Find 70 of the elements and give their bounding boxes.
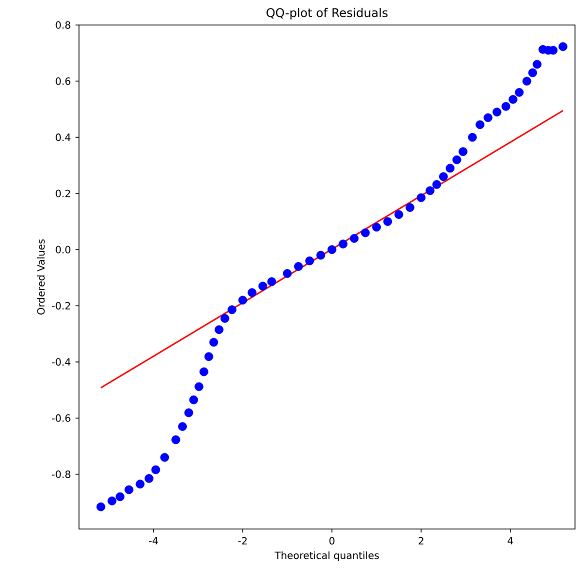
point bbox=[426, 186, 434, 196]
y-tick-label: 0.4 bbox=[56, 134, 70, 142]
point bbox=[305, 256, 314, 266]
point bbox=[484, 113, 492, 122]
point bbox=[439, 172, 448, 182]
point bbox=[372, 222, 381, 232]
y-tick-label: 0.6 bbox=[56, 77, 70, 85]
point bbox=[468, 132, 477, 142]
point bbox=[432, 180, 442, 189]
point bbox=[144, 474, 154, 483]
point bbox=[350, 234, 359, 243]
x-tick-label: 2 bbox=[418, 537, 424, 544]
point bbox=[194, 382, 204, 392]
y-tick-label: -0.6 bbox=[52, 414, 70, 422]
point bbox=[458, 147, 468, 156]
point bbox=[238, 296, 248, 305]
point bbox=[228, 305, 236, 314]
y-tick-label: -0.2 bbox=[52, 302, 70, 310]
point bbox=[248, 288, 256, 297]
point bbox=[204, 352, 214, 361]
point bbox=[416, 193, 426, 202]
point bbox=[558, 42, 568, 52]
point bbox=[383, 217, 392, 226]
point bbox=[160, 453, 170, 462]
point bbox=[282, 269, 292, 278]
point bbox=[522, 76, 532, 86]
point bbox=[116, 492, 124, 502]
y-tick-label: 0.2 bbox=[56, 190, 70, 198]
point bbox=[514, 88, 524, 97]
point bbox=[394, 210, 404, 219]
point bbox=[328, 245, 336, 254]
x-tick-label: 4 bbox=[508, 537, 513, 544]
point bbox=[446, 164, 455, 173]
point bbox=[294, 262, 303, 271]
point bbox=[360, 228, 370, 238]
y-tick-label: -0.8 bbox=[52, 470, 70, 478]
point bbox=[171, 435, 180, 444]
point bbox=[532, 60, 542, 69]
x-axis-title: Theoretical quantiles bbox=[274, 551, 379, 562]
point bbox=[108, 496, 116, 506]
y-tick-label: 0.0 bbox=[56, 246, 70, 254]
point bbox=[492, 108, 502, 116]
point bbox=[151, 465, 160, 474]
point bbox=[184, 408, 194, 418]
point bbox=[316, 250, 326, 260]
point bbox=[508, 95, 518, 104]
point bbox=[96, 502, 106, 512]
point bbox=[178, 422, 187, 431]
y-tick-label: 0.8 bbox=[56, 21, 70, 29]
point bbox=[220, 314, 230, 323]
x-tick-label: -4 bbox=[149, 537, 158, 544]
point bbox=[501, 102, 510, 111]
point bbox=[199, 367, 208, 376]
point bbox=[124, 485, 134, 494]
x-tick-label: -2 bbox=[238, 537, 247, 544]
point bbox=[258, 282, 268, 291]
point bbox=[452, 155, 462, 164]
point bbox=[476, 120, 484, 130]
x-tick-label: 0 bbox=[329, 537, 334, 545]
y-tick-label: -0.4 bbox=[52, 358, 70, 366]
point bbox=[189, 395, 198, 404]
point bbox=[406, 203, 414, 212]
point bbox=[267, 277, 276, 286]
point bbox=[528, 68, 538, 78]
point bbox=[214, 325, 224, 334]
point bbox=[136, 480, 145, 488]
point bbox=[338, 240, 348, 248]
y-axis-title: Ordered Values bbox=[36, 239, 45, 315]
point bbox=[209, 338, 218, 347]
chart-title: QQ-plot of Residuals bbox=[266, 8, 388, 20]
